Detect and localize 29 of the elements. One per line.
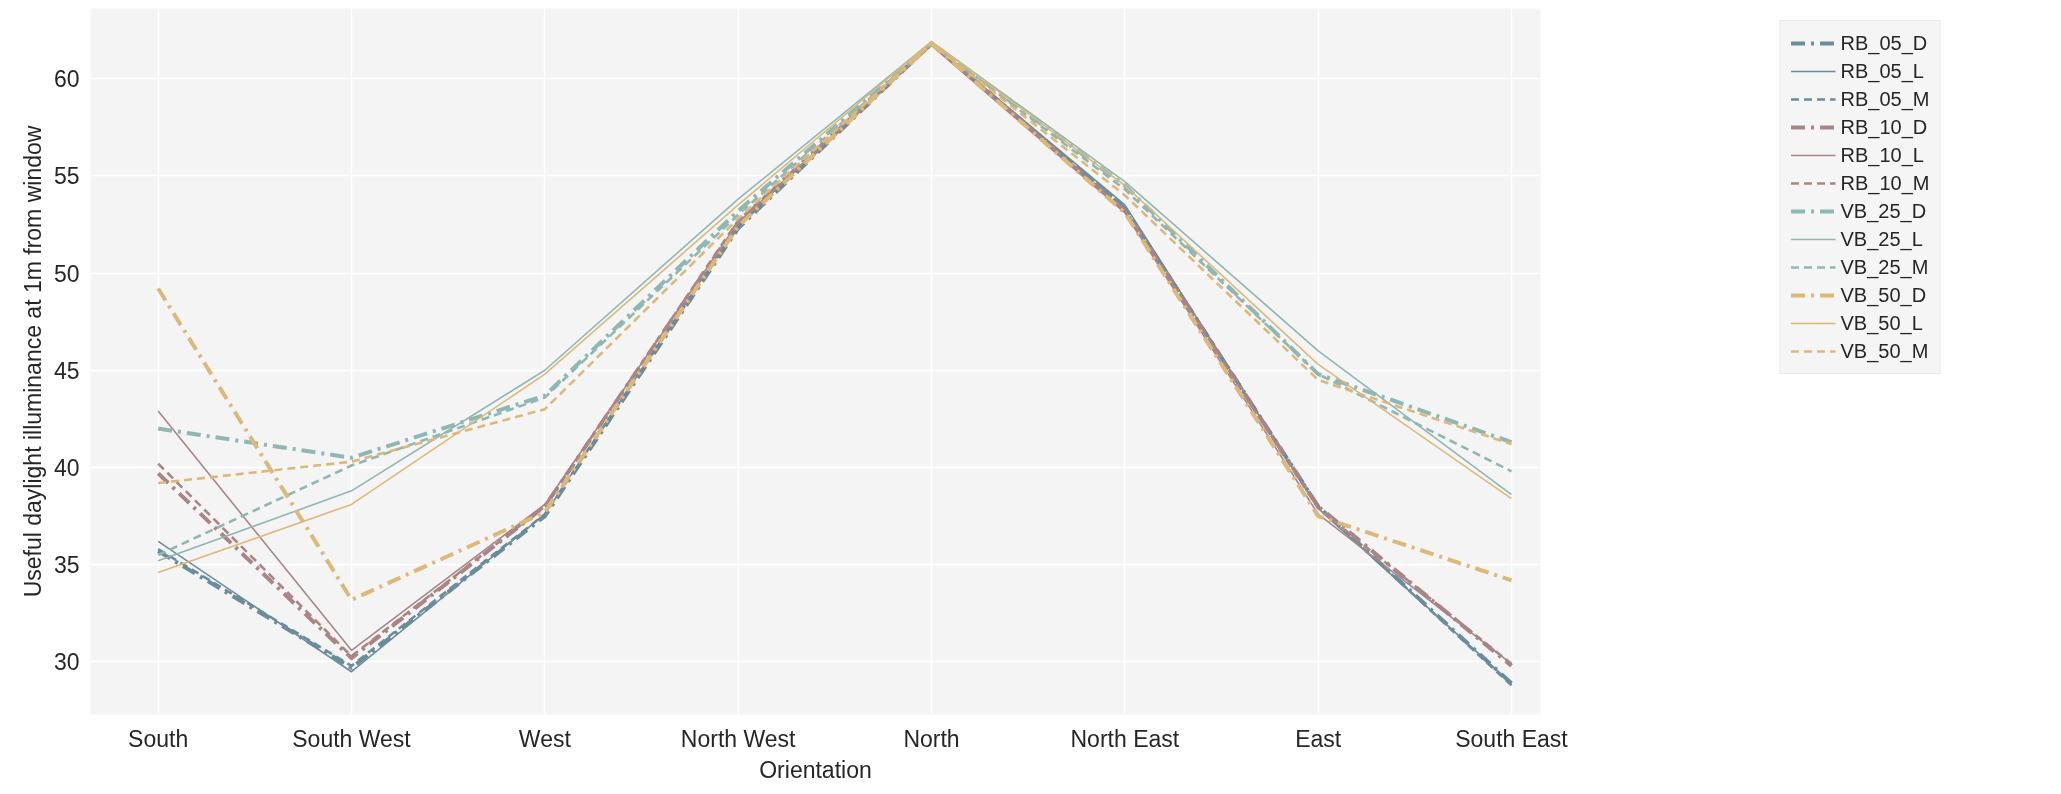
legend-label: RB_05_D [1840, 31, 1928, 55]
legend-label: RB_10_L [1840, 143, 1924, 167]
legend-label: VB_50_D [1840, 283, 1927, 307]
y-tick-label: 35 [53, 552, 80, 579]
legend-label: VB_50_L [1840, 311, 1923, 335]
legend-label: RB_05_L [1840, 59, 1924, 83]
x-tick-label: North East [1070, 725, 1180, 752]
y-axis-title: Useful daylight illuminance at 1m from window [19, 125, 46, 598]
legend-label: RB_10_D [1840, 115, 1928, 139]
y-tick-label: 60 [53, 66, 80, 93]
legend-label: VB_50_M [1840, 339, 1929, 363]
legend-label: VB_25_M [1840, 255, 1929, 279]
y-tick-label: 30 [53, 649, 80, 676]
y-tick-label: 55 [53, 163, 80, 190]
y-tick-label: 50 [53, 260, 80, 287]
x-tick-label: North West [680, 725, 797, 752]
legend-label: RB_10_M [1840, 171, 1930, 195]
x-tick-label: South [128, 725, 189, 752]
x-tick-label: South West [292, 725, 412, 752]
legend-label: VB_25_D [1840, 199, 1927, 223]
x-tick-label: East [1295, 725, 1342, 752]
y-tick-label: 45 [53, 357, 80, 384]
legend-label: RB_05_M [1840, 87, 1930, 111]
x-tick-label: North [903, 725, 960, 752]
x-axis-title: Orientation [759, 756, 872, 783]
legend-label: VB_25_L [1840, 227, 1923, 251]
x-tick-label: South East [1455, 725, 1569, 752]
x-tick-label: West [518, 725, 572, 752]
y-tick-label: 40 [53, 455, 80, 481]
